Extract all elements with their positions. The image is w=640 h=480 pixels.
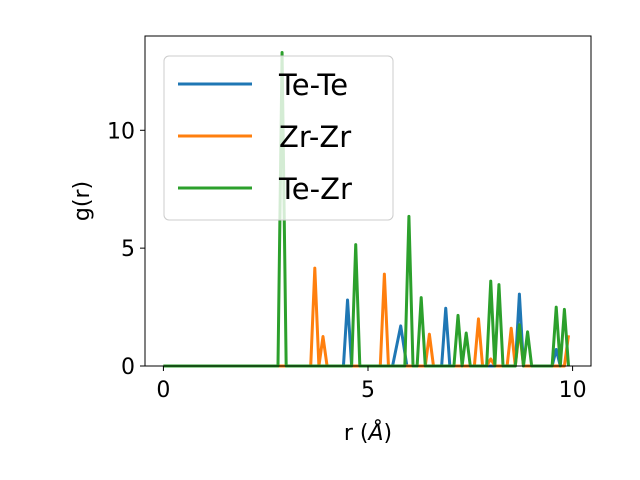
ticks-layer: 0 5 10 0 5 10 bbox=[107, 119, 587, 403]
x-axis-label: r (Å) bbox=[344, 419, 392, 446]
y-tick-label: 5 bbox=[121, 237, 135, 262]
legend-label-te-zr: Te-Zr bbox=[278, 172, 352, 206]
y-tick-label: 10 bbox=[107, 119, 135, 144]
legend-label-zr-zr: Zr-Zr bbox=[279, 120, 351, 154]
legend-box bbox=[163, 55, 394, 221]
legend-label-te-te: Te-Te bbox=[278, 68, 348, 102]
x-tick-label: 5 bbox=[361, 378, 375, 403]
y-axis-label: g(r) bbox=[70, 181, 95, 221]
series-line-te-zr bbox=[163, 51, 570, 368]
legend: Te-Te Zr-Zr Te-Zr bbox=[163, 55, 394, 221]
x-tick-label: 0 bbox=[156, 378, 170, 403]
y-tick-label: 0 bbox=[121, 355, 135, 380]
x-tick-label: 10 bbox=[559, 378, 587, 403]
series-line-zr-zr bbox=[163, 266, 570, 368]
